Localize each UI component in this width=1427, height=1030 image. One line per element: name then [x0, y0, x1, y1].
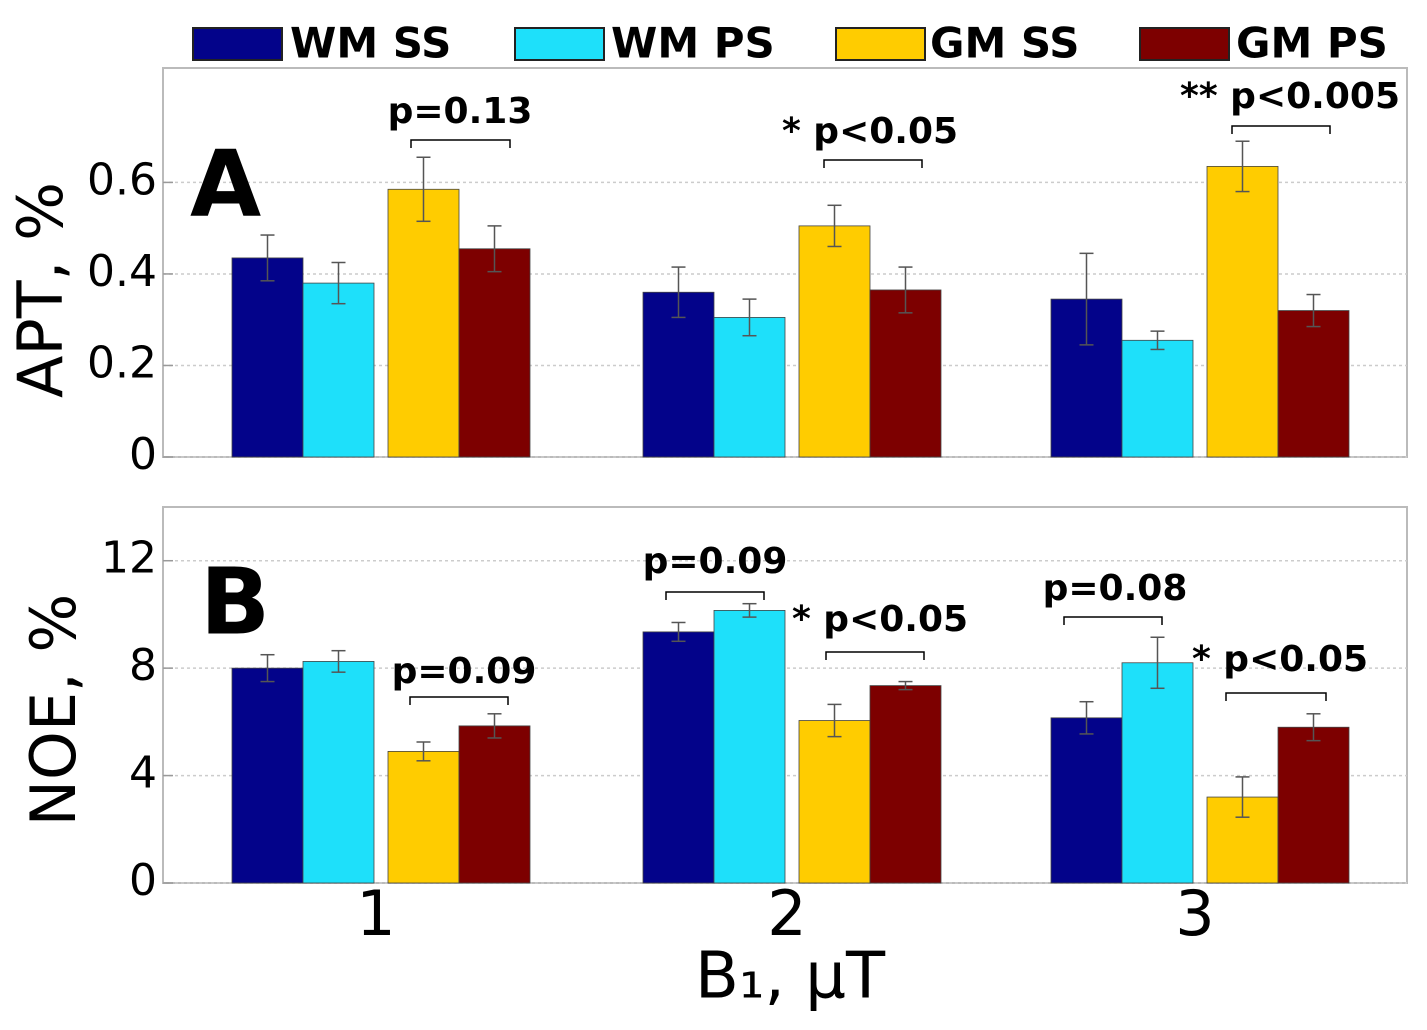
x-tick-label: 3 [1175, 877, 1214, 950]
bar [642, 291, 715, 458]
bar [1277, 310, 1350, 458]
significance-bracket [1231, 125, 1331, 134]
y-tick-label: 0 [129, 429, 157, 480]
bar [302, 661, 375, 884]
significance-bracket [1225, 692, 1327, 701]
bar [1050, 717, 1123, 884]
legend-label: WM PS [611, 19, 775, 68]
bar [1277, 726, 1350, 884]
bar [458, 248, 531, 458]
legend-label: WM SS [290, 19, 451, 68]
panel-label: B [200, 548, 270, 655]
bar [387, 188, 460, 458]
significance-bracket [665, 591, 765, 600]
bar [798, 720, 871, 884]
bar [869, 685, 942, 884]
y-tick-label: 0 [129, 855, 157, 906]
bar [1121, 662, 1194, 884]
legend-swatch [1139, 27, 1230, 61]
y-tick-label: 4 [129, 748, 157, 799]
significance-bracket [410, 139, 511, 148]
significance-bracket [1063, 616, 1163, 625]
y-tick-label: 0.4 [87, 246, 157, 297]
x-tick-label: 1 [356, 877, 395, 950]
y-axis-label: APT, % [4, 182, 77, 398]
annotation: p=0.08 [1043, 568, 1188, 609]
legend-label: GM PS [1236, 19, 1388, 68]
bar [231, 667, 304, 884]
legend-swatch [192, 27, 283, 61]
panel-label: A [190, 130, 261, 237]
y-tick-label: 12 [101, 533, 157, 584]
annotation: * p<0.05 [1192, 639, 1368, 680]
y-axis-label: NOE, % [17, 594, 90, 827]
y-tick-label: 0.2 [87, 337, 157, 388]
bar [387, 751, 460, 884]
bar [1121, 339, 1194, 458]
legend-label: GM SS [930, 19, 1080, 68]
annotation: p=0.13 [388, 91, 533, 132]
bar [458, 725, 531, 884]
bar [1206, 165, 1279, 458]
legend-swatch [835, 27, 926, 61]
bar [713, 610, 786, 884]
bar [642, 631, 715, 884]
y-tick-label: 0.6 [87, 154, 157, 205]
x-axis-label: B₁, µT [695, 940, 886, 1014]
bar [869, 289, 942, 458]
annotation: * p<0.05 [792, 599, 968, 640]
annotation: p=0.09 [643, 541, 788, 582]
legend-swatch [514, 27, 605, 61]
bar [798, 225, 871, 458]
significance-bracket [823, 159, 923, 168]
x-tick-label: 2 [767, 877, 806, 950]
annotation: * p<0.05 [782, 111, 958, 152]
annotation: p=0.09 [392, 651, 537, 692]
significance-bracket [409, 696, 509, 705]
annotation: ** p<0.005 [1180, 76, 1400, 117]
bar [713, 317, 786, 458]
bar [1050, 298, 1123, 458]
y-tick-label: 8 [129, 640, 157, 691]
bar [231, 257, 304, 458]
significance-bracket [825, 651, 925, 660]
bar [302, 282, 375, 458]
